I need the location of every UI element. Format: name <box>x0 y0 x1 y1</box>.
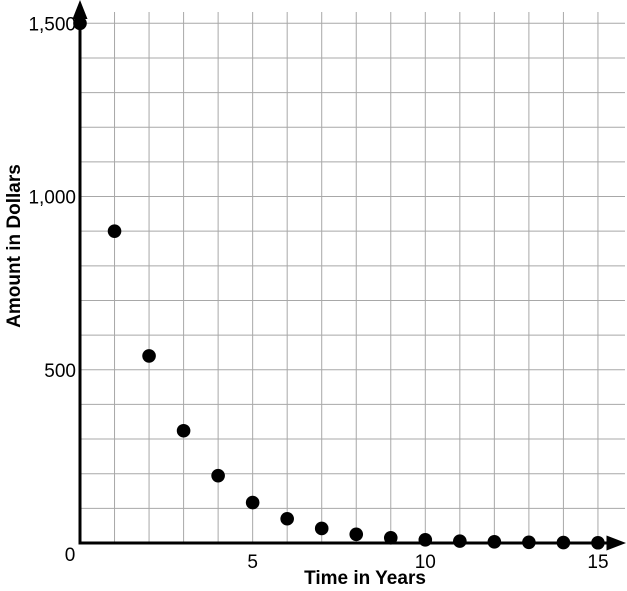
data-point <box>487 535 502 549</box>
data-point <box>453 534 467 548</box>
data-point <box>280 511 294 526</box>
data-point <box>418 533 433 547</box>
gridlines <box>80 12 625 543</box>
data-point <box>245 495 260 510</box>
y-tick-label: 500 <box>44 361 76 382</box>
data-point <box>176 423 191 438</box>
data-point <box>522 535 536 550</box>
x-tick-label: 10 <box>415 552 436 573</box>
y-axis-title: Amount in Dollars <box>4 164 25 328</box>
data-points <box>73 16 605 550</box>
data-point <box>383 530 398 545</box>
data-point <box>314 521 329 536</box>
data-point <box>349 527 364 542</box>
tick-labels: 5 10 15 500 1,000 1,500 0 <box>28 14 608 573</box>
origin-tick-label: 0 <box>65 545 76 566</box>
y-tick-label: 1,500 <box>28 14 76 35</box>
data-point <box>142 349 156 363</box>
x-tick-label: 15 <box>587 552 608 573</box>
y-tick-label: 1,000 <box>28 188 76 209</box>
data-point <box>211 468 225 483</box>
x-tick-label: 5 <box>247 552 258 573</box>
data-point <box>107 224 122 238</box>
y-axis-arrowhead-icon <box>72 0 88 19</box>
data-point <box>73 16 87 31</box>
data-point <box>591 535 605 550</box>
axes <box>72 0 626 551</box>
x-axis-title: Time in Years <box>304 568 426 589</box>
x-axis-arrowhead-icon <box>606 535 626 551</box>
data-point <box>556 535 571 550</box>
